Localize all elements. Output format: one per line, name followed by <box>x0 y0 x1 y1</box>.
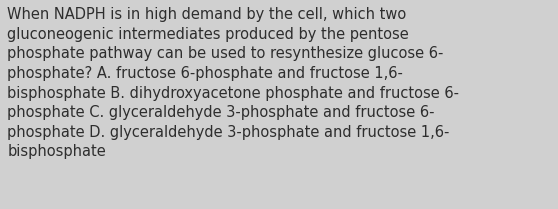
Text: When NADPH is in high demand by the cell, which two
gluconeogenic intermediates : When NADPH is in high demand by the cell… <box>7 7 459 159</box>
